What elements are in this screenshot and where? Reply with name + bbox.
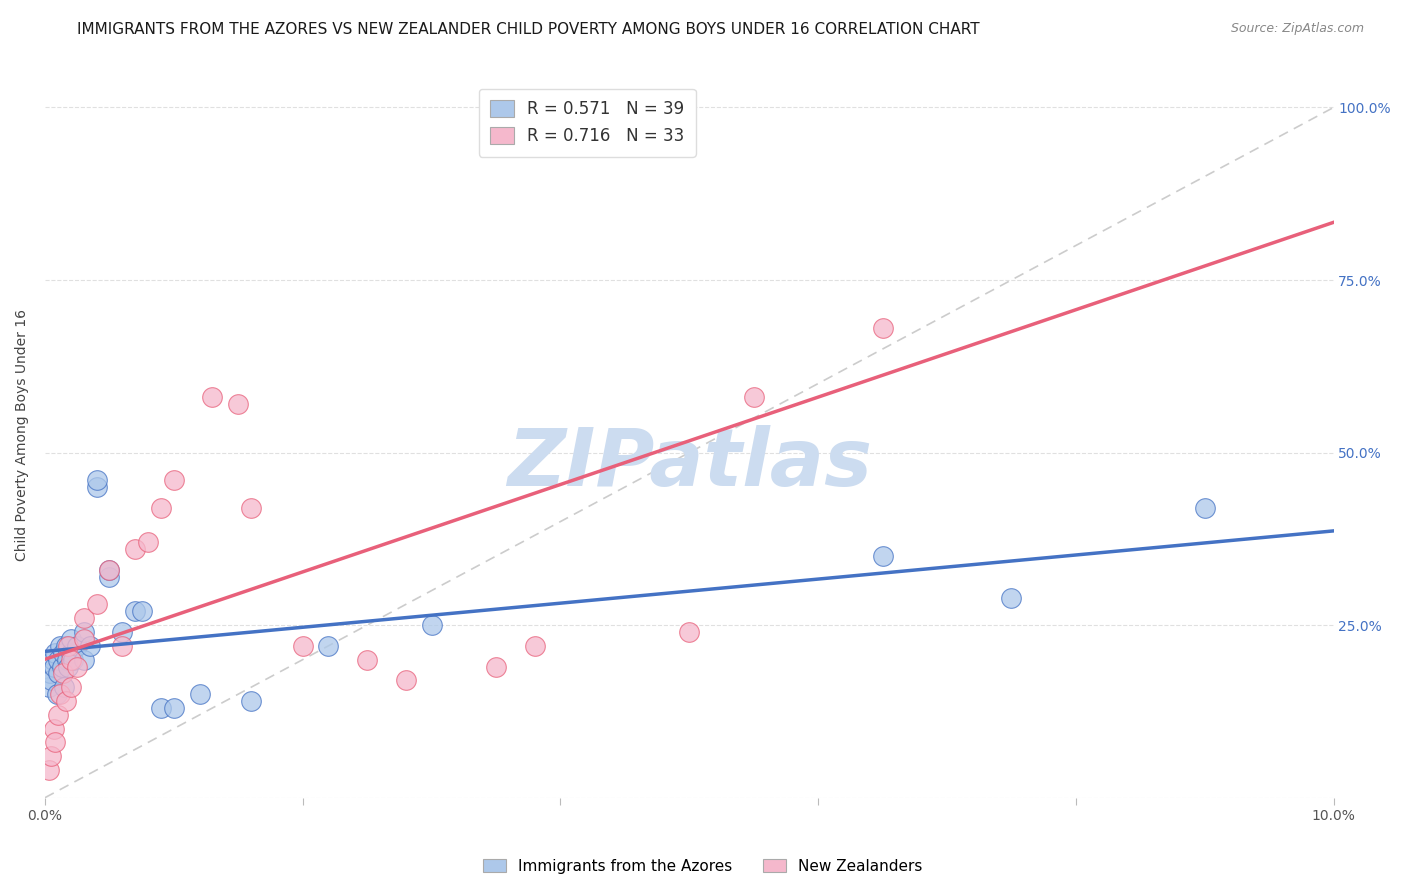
- Point: [678, 625, 700, 640]
- Point: [72, 632, 94, 646]
- Y-axis label: Child Poverty Among Boys Under 16: Child Poverty Among Boys Under 16: [15, 310, 30, 561]
- Point: [240, 500, 263, 515]
- Point: [72, 625, 94, 640]
- Point: [56, 639, 79, 653]
- Point: [41, 653, 63, 667]
- Point: [163, 701, 186, 715]
- Point: [41, 749, 63, 764]
- Point: [79, 639, 101, 653]
- Text: ZIPatlas: ZIPatlas: [506, 425, 872, 503]
- Point: [131, 604, 153, 618]
- Point: [395, 673, 418, 688]
- Point: [149, 500, 172, 515]
- Point: [44, 735, 66, 749]
- Point: [52, 646, 75, 660]
- Point: [111, 639, 134, 653]
- Point: [38, 763, 60, 777]
- Point: [59, 646, 82, 660]
- Point: [55, 694, 77, 708]
- Point: [1000, 591, 1022, 605]
- Point: [86, 598, 108, 612]
- Point: [872, 549, 894, 563]
- Point: [44, 646, 66, 660]
- Point: [318, 639, 340, 653]
- Point: [46, 666, 69, 681]
- Point: [51, 659, 73, 673]
- Point: [52, 666, 75, 681]
- Point: [98, 570, 121, 584]
- Point: [523, 639, 546, 653]
- Point: [124, 604, 146, 618]
- Point: [49, 639, 72, 653]
- Point: [55, 639, 77, 653]
- Point: [59, 653, 82, 667]
- Point: [291, 639, 314, 653]
- Point: [226, 397, 249, 411]
- Point: [111, 625, 134, 640]
- Point: [53, 680, 76, 694]
- Point: [66, 639, 89, 653]
- Point: [136, 535, 159, 549]
- Point: [86, 473, 108, 487]
- Point: [72, 611, 94, 625]
- Point: [742, 390, 765, 404]
- Legend: R = 0.571   N = 39, R = 0.716   N = 33: R = 0.571 N = 39, R = 0.716 N = 33: [478, 88, 696, 157]
- Point: [59, 632, 82, 646]
- Point: [356, 653, 378, 667]
- Point: [66, 659, 89, 673]
- Point: [49, 687, 72, 701]
- Legend: Immigrants from the Azores, New Zealanders: Immigrants from the Azores, New Zealande…: [477, 853, 929, 880]
- Text: IMMIGRANTS FROM THE AZORES VS NEW ZEALANDER CHILD POVERTY AMONG BOYS UNDER 16 CO: IMMIGRANTS FROM THE AZORES VS NEW ZEALAN…: [77, 22, 980, 37]
- Point: [98, 563, 121, 577]
- Point: [42, 659, 65, 673]
- Point: [575, 121, 598, 136]
- Point: [46, 707, 69, 722]
- Text: Source: ZipAtlas.com: Source: ZipAtlas.com: [1230, 22, 1364, 36]
- Point: [45, 687, 67, 701]
- Point: [188, 687, 211, 701]
- Point: [872, 321, 894, 335]
- Point: [42, 722, 65, 736]
- Point: [98, 563, 121, 577]
- Point: [201, 390, 224, 404]
- Point: [41, 673, 63, 688]
- Point: [86, 480, 108, 494]
- Point: [420, 618, 443, 632]
- Point: [240, 694, 263, 708]
- Point: [56, 653, 79, 667]
- Point: [39, 666, 62, 681]
- Point: [163, 473, 186, 487]
- Point: [59, 680, 82, 694]
- Point: [62, 653, 84, 667]
- Point: [1194, 500, 1216, 515]
- Point: [72, 653, 94, 667]
- Point: [485, 659, 508, 673]
- Point: [46, 653, 69, 667]
- Point: [38, 680, 60, 694]
- Point: [149, 701, 172, 715]
- Point: [56, 659, 79, 673]
- Point: [124, 542, 146, 557]
